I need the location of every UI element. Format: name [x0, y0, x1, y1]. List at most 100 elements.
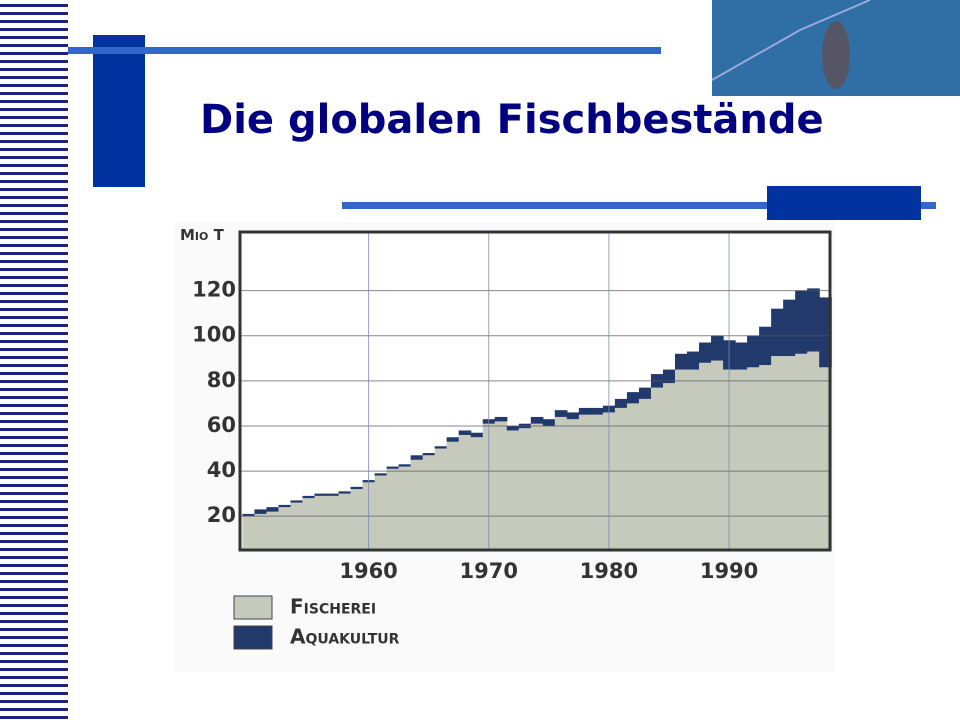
stripe [0, 476, 68, 479]
area-step [735, 369, 748, 550]
area-step [374, 473, 388, 476]
stripe [0, 276, 68, 279]
area-step [278, 507, 292, 550]
stripe [0, 20, 68, 23]
stripe [0, 388, 68, 391]
area-step [626, 392, 640, 404]
stripe [0, 636, 68, 639]
stripe [0, 252, 68, 255]
stripe [0, 172, 68, 175]
stripe [0, 180, 68, 183]
stripe [0, 52, 68, 55]
stripe [0, 428, 68, 431]
area-step [650, 387, 664, 550]
stripe [0, 36, 68, 39]
area-step [386, 468, 400, 550]
area-step [398, 466, 412, 550]
area-step [254, 513, 268, 550]
area-step [494, 421, 508, 550]
stripe [0, 580, 68, 583]
area-step [674, 353, 688, 370]
stripe [0, 660, 68, 663]
stripe [0, 284, 68, 287]
stripe [0, 500, 68, 503]
stripe [0, 716, 68, 719]
stripe [0, 140, 68, 143]
area-step [783, 299, 796, 357]
stripe [0, 244, 68, 247]
stripe [0, 708, 68, 711]
area-step [638, 387, 652, 399]
stripe [0, 12, 68, 15]
stripe [0, 444, 68, 447]
stripe [0, 116, 68, 119]
area-step [350, 486, 364, 490]
area-step [530, 423, 544, 550]
stripe [0, 652, 68, 655]
stripe [0, 564, 68, 567]
stripe [0, 84, 68, 87]
stripe [0, 692, 68, 695]
area-step [735, 342, 748, 370]
photo-fish [822, 21, 850, 89]
y-tick-label: 40 [207, 458, 236, 482]
stripe [0, 412, 68, 415]
stripe [0, 556, 68, 559]
stripe [0, 316, 68, 319]
x-tick-label: 1970 [460, 559, 518, 583]
area-step [566, 419, 580, 550]
legend-label: Fischerei [290, 595, 376, 619]
x-tick-label: 1960 [339, 559, 397, 583]
area-step [506, 425, 520, 431]
stripe [0, 492, 68, 495]
area-step [422, 453, 436, 456]
area-step [795, 290, 808, 354]
area-step [554, 416, 568, 550]
area-step [699, 362, 712, 550]
area-step [434, 448, 448, 550]
area-step [590, 414, 604, 550]
stripe [0, 364, 68, 367]
area-step [422, 455, 436, 550]
stripe [0, 588, 68, 591]
area-step [566, 412, 580, 420]
area-step [458, 430, 472, 435]
stripe [0, 4, 68, 7]
y-axis-label: Mio T [180, 226, 225, 244]
area-step [458, 434, 472, 550]
area-step [470, 432, 484, 438]
stripe [0, 212, 68, 215]
area-step [783, 356, 796, 550]
stripe [0, 28, 68, 31]
stripe [0, 700, 68, 703]
area-step [662, 383, 676, 550]
stripe [0, 668, 68, 671]
stripe [0, 92, 68, 95]
stripe [0, 612, 68, 615]
area-step [374, 475, 388, 550]
stripe [0, 404, 68, 407]
area-step [711, 335, 724, 361]
area-step [662, 369, 676, 384]
stripe [0, 188, 68, 191]
stripe [0, 532, 68, 535]
photo-line [711, 0, 871, 81]
stripe [0, 356, 68, 359]
area-step [314, 495, 328, 550]
stripe [0, 100, 68, 103]
x-tick-label: 1990 [700, 559, 758, 583]
area-step [759, 326, 772, 366]
area-step [446, 441, 460, 550]
area-step [242, 513, 256, 517]
area-step [446, 437, 460, 442]
stripe [0, 44, 68, 47]
y-tick-label: 120 [192, 278, 236, 302]
stripe [0, 292, 68, 295]
x-tick-label: 1980 [580, 559, 638, 583]
area-step [711, 360, 724, 550]
area-step [578, 407, 592, 415]
stripe [0, 684, 68, 687]
stripe [0, 300, 68, 303]
stripe [0, 396, 68, 399]
deco-bar [767, 186, 921, 220]
